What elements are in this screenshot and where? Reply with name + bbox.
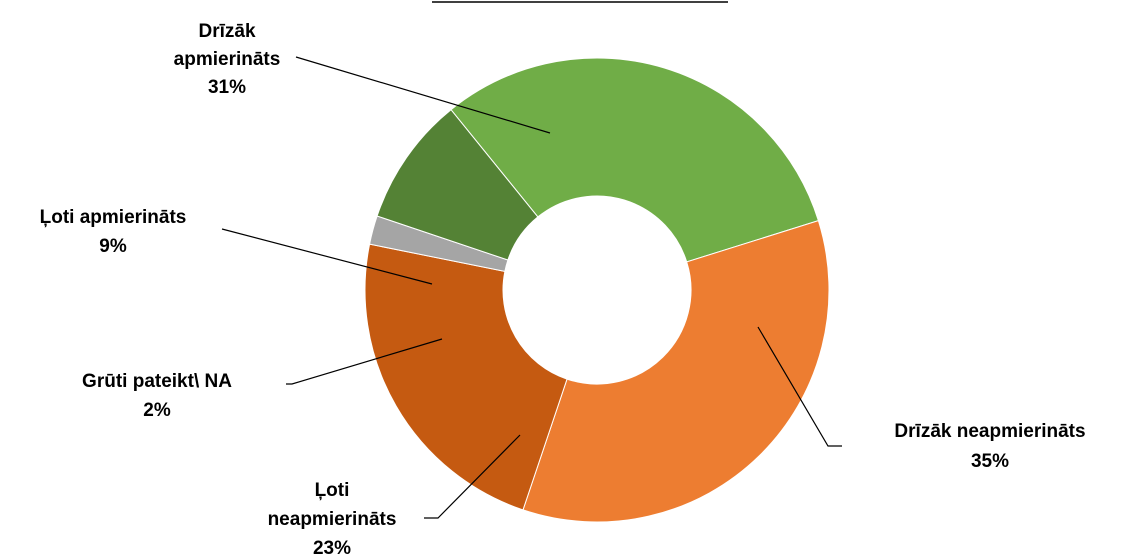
data-label: Drīzāk neapmierināts 35%	[894, 421, 1085, 472]
data-label-text: apmierināts	[174, 49, 281, 70]
data-label-text: Drīzāk neapmierināts	[894, 421, 1085, 442]
slice-loti-neapmierinats	[365, 244, 567, 510]
data-label-value: 23%	[313, 538, 351, 559]
data-label-text: Ļoti apmierināts	[40, 207, 187, 228]
data-label-value: 35%	[971, 451, 1009, 472]
slice-drizak-neapmierinats	[523, 221, 829, 522]
data-label: Ļoti neapmierināts 23%	[268, 480, 397, 559]
data-label-text: Ļoti	[315, 480, 350, 501]
data-label: Ļoti apmierināts 9%	[40, 207, 187, 257]
data-label-text: Grūti pateikt\ NA	[82, 371, 232, 392]
data-label-value: 2%	[143, 400, 171, 421]
donut-slices	[365, 58, 829, 522]
data-label: Drīzāk apmierināts 31%	[174, 21, 281, 98]
data-label: Grūti pateikt\ NA 2%	[82, 371, 232, 421]
data-label-value: 9%	[99, 236, 127, 257]
data-label-text: neapmierināts	[268, 509, 397, 530]
data-label-text: Drīzāk	[198, 21, 255, 42]
data-label-value: 31%	[208, 77, 246, 98]
